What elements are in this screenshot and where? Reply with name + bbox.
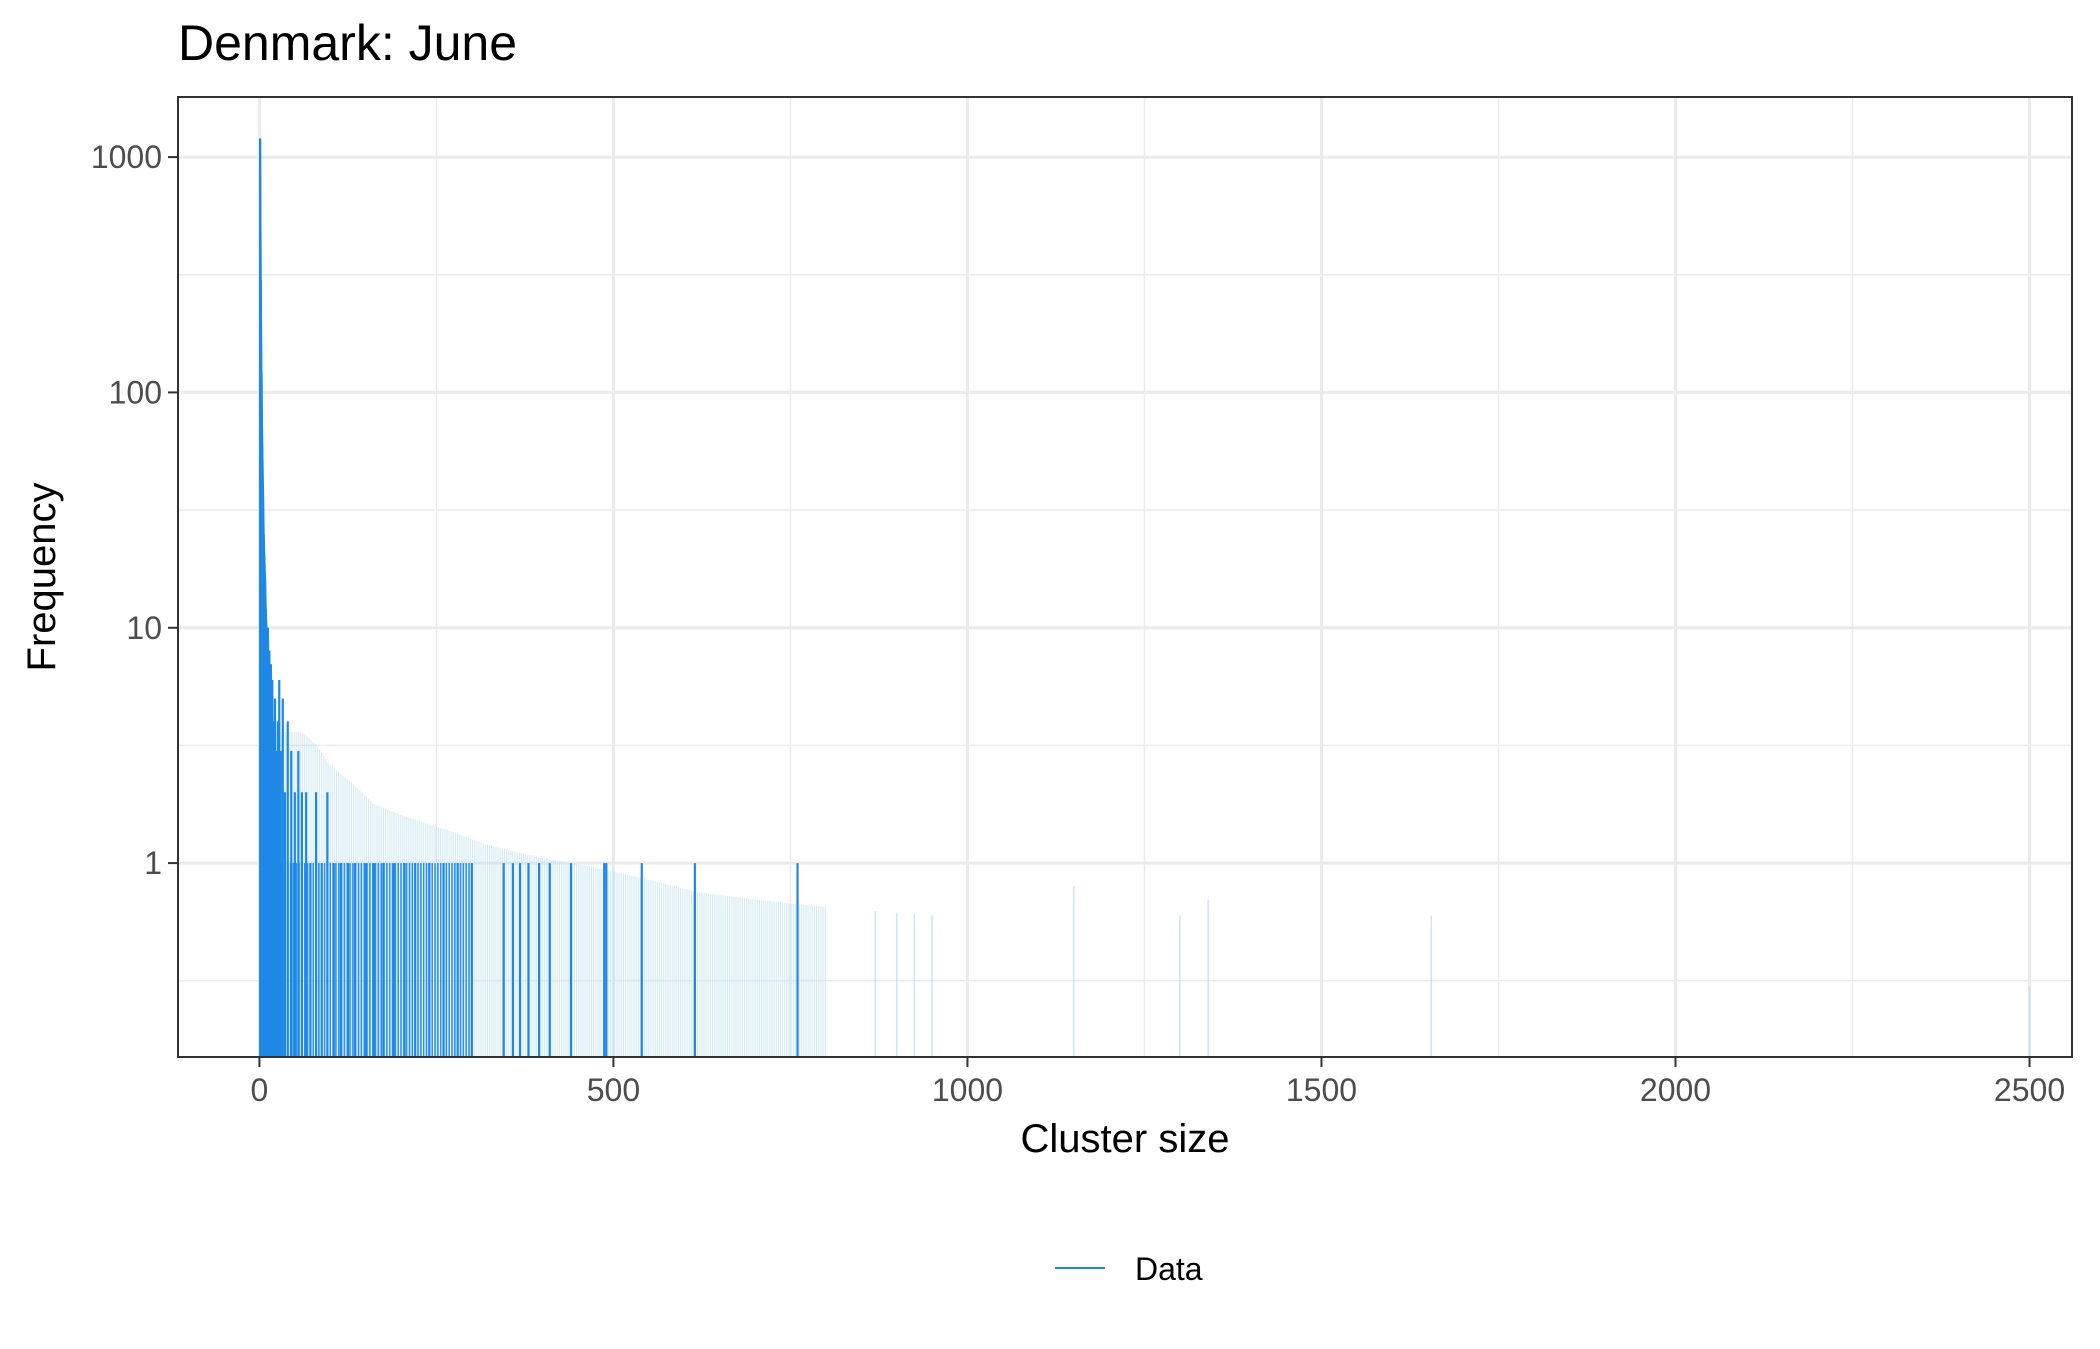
x-tick-label: 1500: [1286, 1072, 1357, 1108]
data-series: [259, 138, 799, 1057]
x-tick-label: 500: [587, 1072, 640, 1108]
plot-border: [177, 96, 2073, 1058]
chart-title: Denmark: June: [178, 15, 517, 71]
x-tick-label: 0: [251, 1072, 269, 1108]
legend-label-data: Data: [1135, 1251, 1203, 1287]
y-tick-label: 1000: [91, 139, 162, 175]
grid-minor: [178, 97, 2072, 1057]
y-tick-label: 10: [126, 610, 162, 646]
x-tick-label: 1000: [932, 1072, 1003, 1108]
x-axis: 0 500 1000 1500 2000 2500: [251, 1057, 2065, 1108]
x-axis-title: Cluster size: [1021, 1117, 1230, 1161]
x-tick-label: 2500: [1994, 1072, 2065, 1108]
y-tick-label: 100: [109, 374, 162, 410]
legend: Data: [1055, 1251, 1203, 1287]
y-axis-title: Frequency: [20, 483, 64, 672]
y-axis: 1 10 100 1000: [91, 139, 178, 881]
y-tick-label: 1: [144, 845, 162, 881]
x-tick-label: 2000: [1640, 1072, 1711, 1108]
